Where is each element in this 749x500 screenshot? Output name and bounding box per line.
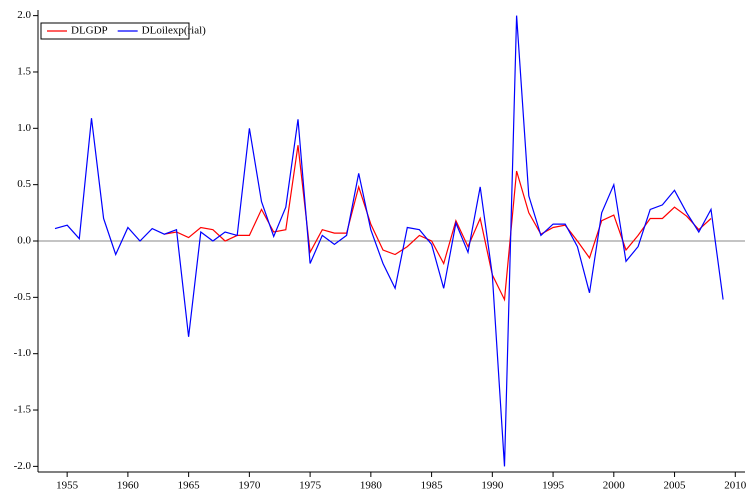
x-tick-label: 1990 [481,480,504,492]
x-tick-label: 1995 [542,480,565,492]
chart: -2.0 -1.5 -1.0 -0.5 0.0 0.5 1.0 1.5 2.0 1955 1960 1… [0,0,749,500]
legend-label: DLoilexp(rial) [142,25,206,37]
x-tick-label: 1970 [238,480,261,492]
y-tick-label: -0.5 [14,291,32,303]
x-tick-label: 1955 [56,480,79,492]
x-tick-label: 2005 [664,480,687,492]
y-tick-label: 0.0 [17,235,31,247]
y-tick-label: 1.5 [17,66,31,78]
series-line [164,145,711,299]
y-tick-label: -1.0 [14,347,32,359]
y-tick-label: 0.5 [17,178,31,190]
y-tick-label: -2.0 [14,460,32,472]
y-tick-label: 2.0 [17,9,31,21]
x-tick-label: 1975 [299,480,322,492]
y-tick-label: 1.0 [17,122,31,134]
y-tick-label: -1.5 [14,404,32,416]
x-tick-label: 2010 [724,480,747,492]
legend-label: DLGDP [71,25,108,37]
x-tick-label: 1985 [421,480,444,492]
x-tick-label: 2000 [603,480,626,492]
x-tick-label: 1980 [360,480,383,492]
x-tick-label: 1965 [178,480,201,492]
x-tick-label: 1960 [117,480,140,492]
